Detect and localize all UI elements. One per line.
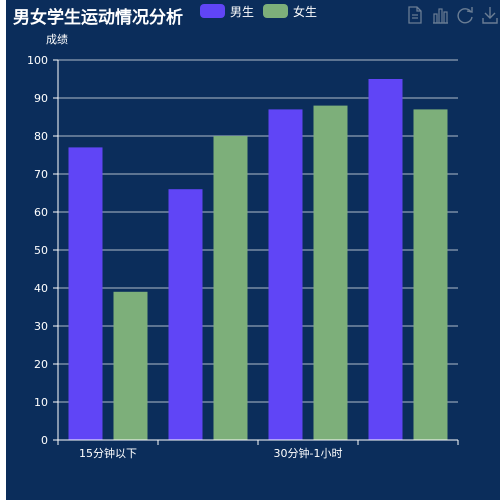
y-tick-label: 40 <box>34 282 48 295</box>
y-tick-label: 30 <box>34 320 48 333</box>
download-icon[interactable] <box>482 7 498 24</box>
bar-girls <box>113 291 148 440</box>
legend-label-boys: 男生 <box>230 4 255 19</box>
legend-swatch-girls <box>263 4 288 18</box>
bar-boys <box>168 189 203 440</box>
y-tick-label: 20 <box>34 358 48 371</box>
bar-girls <box>413 109 448 441</box>
bar-girls <box>213 136 248 440</box>
x-tick-label: 15分钟以下 <box>79 446 137 460</box>
y-tick-label: 60 <box>34 206 48 219</box>
x-tick-label: 30分钟-1小时 <box>274 446 343 460</box>
data-view-icon[interactable] <box>408 6 422 24</box>
y-axis-name: 成绩 <box>46 33 68 46</box>
y-tick-label: 50 <box>34 244 48 257</box>
legend-swatch-boys <box>200 4 225 18</box>
legend-label-girls: 女生 <box>293 4 318 19</box>
y-tick-label: 10 <box>34 396 48 409</box>
chart-title: 男女学生运动情况分析 <box>13 8 183 28</box>
y-tick-label: 70 <box>34 168 48 181</box>
legend-item-boys[interactable]: 男生 <box>200 4 255 19</box>
refresh-icon[interactable] <box>457 7 473 24</box>
y-tick-label: 100 <box>27 54 48 67</box>
bar-chart-icon[interactable] <box>433 8 448 24</box>
legend-item-girls[interactable]: 女生 <box>263 4 318 19</box>
y-tick-label: 80 <box>34 130 48 143</box>
bar-boys <box>268 109 303 441</box>
bar-boys <box>68 147 103 440</box>
y-tick-label: 0 <box>41 434 48 447</box>
bar-boys <box>368 79 403 440</box>
y-tick-label: 90 <box>34 92 48 105</box>
bar-girls <box>313 105 348 440</box>
